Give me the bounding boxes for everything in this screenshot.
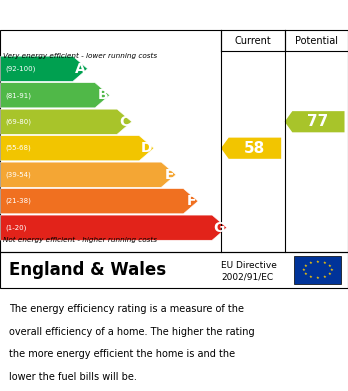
Text: lower the fuel bills will be.: lower the fuel bills will be. [9, 372, 136, 382]
Text: Current: Current [235, 36, 271, 45]
Text: G: G [214, 221, 225, 235]
Text: ★: ★ [309, 275, 313, 279]
Text: (92-100): (92-100) [5, 66, 35, 72]
Text: (55-68): (55-68) [5, 145, 31, 151]
Text: England & Wales: England & Wales [9, 261, 166, 279]
Text: 2002/91/EC: 2002/91/EC [221, 273, 273, 282]
Polygon shape [1, 215, 227, 240]
Text: The energy efficiency rating is a measure of the: The energy efficiency rating is a measur… [9, 304, 244, 314]
Text: A: A [75, 62, 86, 76]
Text: 77: 77 [307, 114, 329, 129]
Text: ★: ★ [309, 261, 313, 265]
Text: ★: ★ [316, 276, 319, 280]
Text: (39-54): (39-54) [5, 171, 31, 178]
Text: ★: ★ [316, 260, 319, 264]
Text: ★: ★ [328, 264, 332, 268]
Text: ★: ★ [330, 268, 333, 272]
Text: D: D [141, 141, 152, 155]
Polygon shape [1, 109, 132, 134]
Text: ★: ★ [328, 272, 332, 276]
Text: Very energy efficient - lower running costs: Very energy efficient - lower running co… [3, 53, 158, 59]
Text: (21-38): (21-38) [5, 198, 31, 204]
Text: Not energy efficient - higher running costs: Not energy efficient - higher running co… [3, 237, 158, 243]
Text: C: C [120, 115, 130, 129]
Text: ★: ★ [303, 272, 307, 276]
Polygon shape [1, 162, 176, 187]
Text: (1-20): (1-20) [5, 224, 26, 231]
Text: ★: ★ [302, 268, 305, 272]
Text: (69-80): (69-80) [5, 118, 31, 125]
Text: overall efficiency of a home. The higher the rating: overall efficiency of a home. The higher… [9, 326, 254, 337]
Text: Energy Efficiency Rating: Energy Efficiency Rating [9, 7, 219, 22]
Polygon shape [1, 136, 154, 161]
Polygon shape [1, 188, 198, 214]
Polygon shape [1, 56, 88, 81]
Text: E: E [165, 168, 174, 182]
Text: ★: ★ [303, 264, 307, 268]
Polygon shape [221, 138, 281, 159]
Text: ★: ★ [323, 261, 326, 265]
Text: F: F [187, 194, 196, 208]
Text: EU Directive: EU Directive [221, 261, 277, 270]
Polygon shape [285, 111, 345, 132]
Text: Potential: Potential [295, 36, 338, 45]
Text: (81-91): (81-91) [5, 92, 31, 99]
Text: ★: ★ [323, 275, 326, 279]
Polygon shape [1, 83, 110, 108]
Text: 58: 58 [244, 141, 265, 156]
Bar [294, 256, 341, 284]
Text: B: B [97, 88, 108, 102]
Text: the more energy efficient the home is and the: the more energy efficient the home is an… [9, 350, 235, 359]
